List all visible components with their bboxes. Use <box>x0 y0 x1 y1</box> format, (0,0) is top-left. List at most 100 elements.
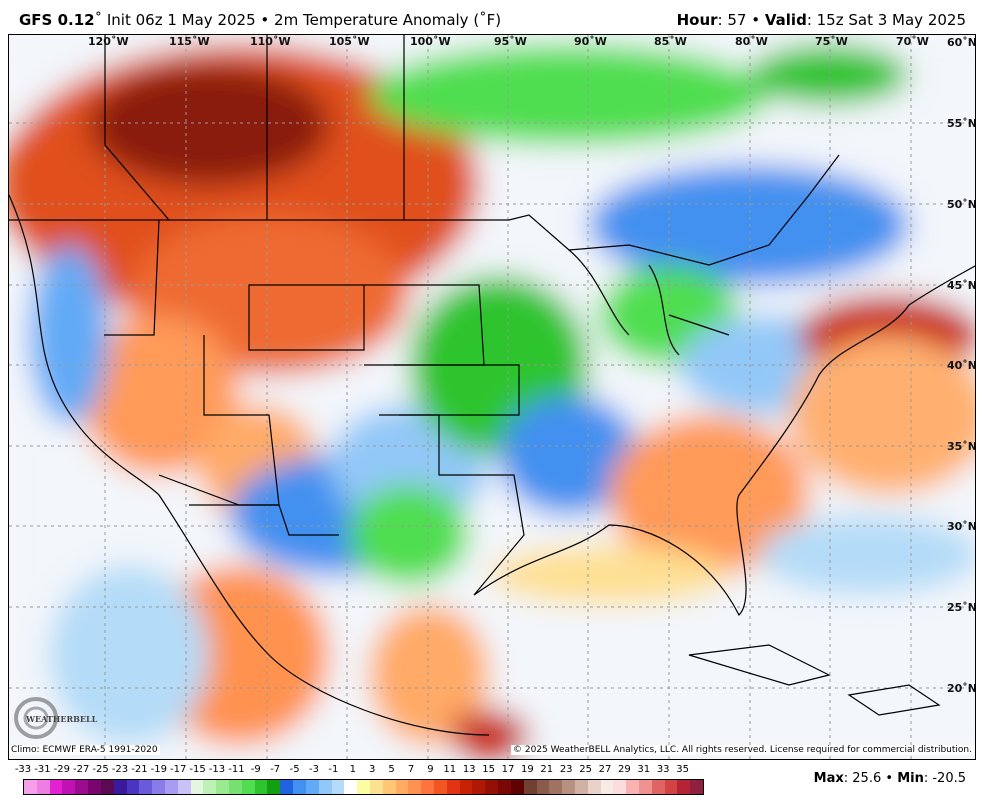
colorbar-label: -19 <box>150 764 167 775</box>
colorbar-label: 15 <box>482 764 495 775</box>
lon-label: 85˚W <box>654 35 687 48</box>
colorbar-label: -27 <box>73 764 90 775</box>
colorbar-swatch <box>344 780 358 794</box>
weatherbell-logo: WEATHERBELL <box>14 697 98 739</box>
lon-label: 120˚W <box>88 35 129 48</box>
colorbar-swatch <box>24 780 37 794</box>
colorbar-swatch <box>459 780 473 794</box>
temperature-anomaly-map[interactable]: 120˚W 115˚W 110˚W 105˚W 100˚W 95˚W 90˚W … <box>8 34 976 760</box>
colorbar-swatch <box>203 780 217 794</box>
colorbar-swatch <box>113 780 127 794</box>
colorbar-swatch <box>421 780 434 794</box>
colorbar-swatch <box>472 780 486 794</box>
colorbar-label: -23 <box>111 764 129 775</box>
colorbar-label: 19 <box>521 764 534 775</box>
colorbar-swatch <box>485 780 499 794</box>
colorbar-swatch <box>190 780 204 794</box>
colorbar-swatch <box>331 780 345 794</box>
colorbar-label: -11 <box>228 764 245 775</box>
copyright: © 2025 WeatherBELL Analytics, LLC. All r… <box>511 745 974 755</box>
colorbar-swatch <box>626 780 639 794</box>
colorbar-swatch <box>690 780 704 794</box>
lat-label: 40˚N <box>947 359 976 372</box>
colorbar-label: -33 <box>14 764 32 775</box>
lon-label: 105˚W <box>329 35 370 48</box>
colorbar-swatch <box>293 780 306 794</box>
colorbar-labels: -33 -31 -29 -27 -25 -23 -21 -19 -17 -15 -13 -11 -9 -7… <box>14 764 714 778</box>
lat-label: 20˚N <box>947 682 976 695</box>
colorbar-swatch <box>651 780 665 794</box>
colorbar-swatch <box>177 780 191 794</box>
colorbar-swatch <box>523 780 537 794</box>
colorbar-label: -3 <box>309 764 319 775</box>
lon-label: 115˚W <box>169 35 210 48</box>
colorbar-swatch <box>100 780 114 794</box>
lon-label: 100˚W <box>410 35 451 48</box>
colorbar-label: 1 <box>349 764 356 775</box>
colorbar-swatch <box>536 780 550 794</box>
colorbar-swatch <box>382 780 396 794</box>
lon-label: 95˚W <box>494 35 527 48</box>
colorbar-swatch <box>126 780 140 794</box>
colorbar-label: 29 <box>618 764 631 775</box>
max-min: Max: 25.6 • Min: -20.5 <box>813 771 966 786</box>
anomaly-field <box>9 35 975 759</box>
colorbar-swatch <box>318 780 332 794</box>
colorbar-swatch <box>36 780 50 794</box>
colorbar-swatch <box>613 780 627 794</box>
colorbar-swatch <box>305 780 319 794</box>
colorbar-swatch <box>395 780 409 794</box>
colorbar-label: -31 <box>34 764 51 775</box>
colorbar-label: 35 <box>676 764 689 775</box>
lon-label: 70˚W <box>896 35 929 48</box>
lat-label: 50˚N <box>947 198 976 211</box>
graticule <box>9 35 975 759</box>
lat-label: 45˚N <box>947 279 976 292</box>
colorbar-swatch <box>574 780 588 794</box>
lat-label: 30˚N <box>947 520 976 533</box>
colorbar-swatch <box>408 780 422 794</box>
colorbar-label: -21 <box>131 764 148 775</box>
colorbar-label: 31 <box>637 764 651 775</box>
colorbar-label: 27 <box>598 764 612 775</box>
colorbar-swatch <box>562 780 575 794</box>
colorbar-label: 23 <box>559 764 573 775</box>
colorbar <box>23 779 704 795</box>
colorbar-swatch <box>88 780 101 794</box>
colorbar-swatch <box>62 780 76 794</box>
colorbar-swatch <box>254 780 268 794</box>
colorbar-swatch <box>139 780 153 794</box>
colorbar-swatch <box>164 780 178 794</box>
colorbar-label: 11 <box>443 764 457 775</box>
colorbar-swatch <box>369 780 383 794</box>
colorbar-label: -9 <box>250 764 261 775</box>
colorbar-swatch <box>152 780 165 794</box>
colorbar-label: -15 <box>189 764 206 775</box>
colorbar-swatch <box>241 780 255 794</box>
colorbar-label: -29 <box>53 764 70 775</box>
lon-label: 110˚W <box>250 35 291 48</box>
colorbar-swatch <box>229 780 242 794</box>
colorbar-label: -7 <box>270 764 281 775</box>
colorbar-label: -25 <box>92 764 109 775</box>
colorbar-label: 17 <box>501 764 515 775</box>
lon-label: 75˚W <box>815 35 848 48</box>
valid-time: Hour: 57 • Valid: 15z Sat 3 May 2025 <box>676 11 966 29</box>
colorbar-swatch <box>267 780 281 794</box>
colorbar-swatch <box>498 780 511 794</box>
lon-label: 80˚W <box>735 35 768 48</box>
colorbar-label: 9 <box>427 764 434 775</box>
colorbar-swatch <box>587 780 601 794</box>
colorbar-swatch <box>446 780 460 794</box>
colorbar-label: -1 <box>328 764 339 775</box>
lat-label: 35˚N <box>947 440 976 453</box>
colorbar-label: 13 <box>462 764 476 775</box>
svg-text:WEATHERBELL: WEATHERBELL <box>25 714 98 724</box>
colorbar-swatch <box>664 780 678 794</box>
colorbar-swatch <box>677 780 691 794</box>
colorbar-label: -5 <box>289 764 300 775</box>
colorbar-swatch <box>280 780 294 794</box>
colorbar-label: -13 <box>208 764 226 775</box>
colorbar-swatch <box>216 780 229 794</box>
colorbar-swatch <box>357 780 370 794</box>
